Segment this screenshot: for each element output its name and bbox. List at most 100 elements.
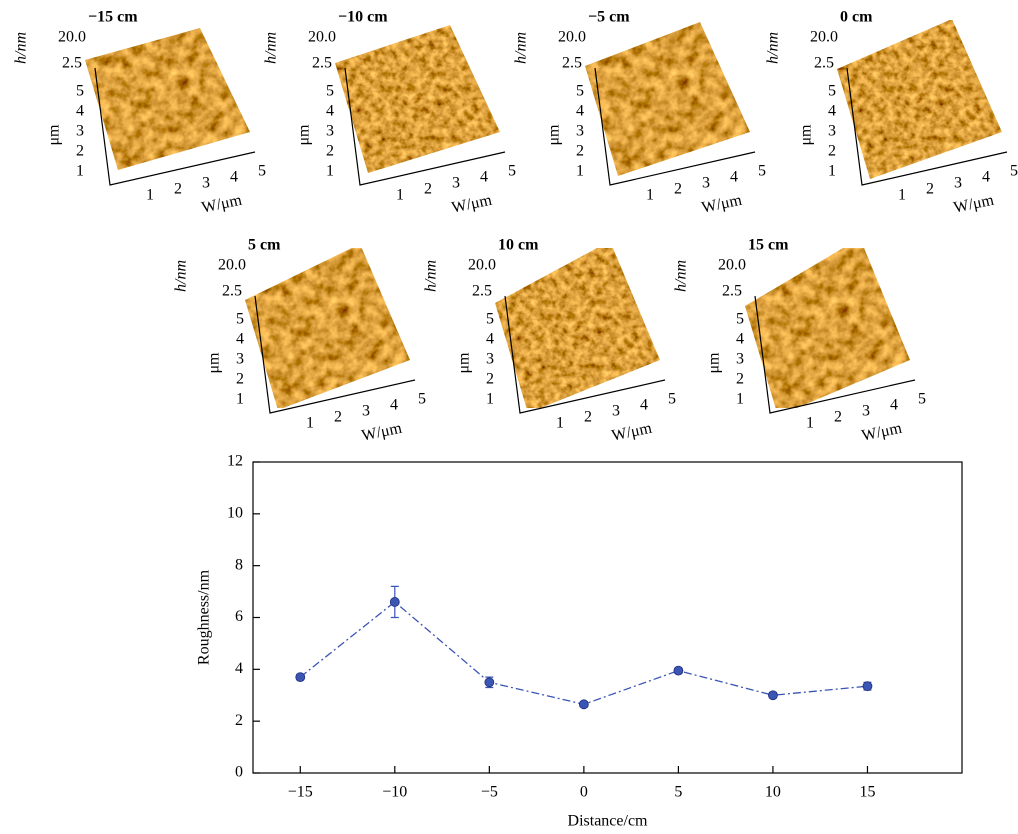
h-tick: 2.5 (562, 55, 582, 72)
y-tick: 1 (576, 163, 584, 180)
x-tick-label: 0 (580, 784, 588, 801)
x-label: W/μm (360, 420, 404, 445)
x-tick: 5 (758, 163, 766, 180)
y-tick: 5 (486, 311, 494, 328)
x-tick: 1 (898, 187, 906, 204)
x-label: W/μm (450, 192, 494, 217)
y-tick: 3 (828, 123, 836, 140)
h-label: h/nm (673, 260, 690, 292)
data-point (295, 672, 306, 683)
x-tick: 4 (890, 397, 898, 414)
x-tick-label: −15 (288, 784, 313, 801)
y-tick: 1 (828, 163, 836, 180)
y-tick: 5 (326, 83, 334, 100)
y-tick: 1 (326, 163, 334, 180)
y-label: μm (456, 352, 473, 374)
x-tick: 5 (1010, 163, 1018, 180)
x-tick: 5 (258, 163, 266, 180)
x-tick: 5 (508, 163, 516, 180)
y-tick-label: 0 (235, 764, 243, 781)
y-tick-label: 4 (235, 660, 243, 677)
afm-panel: −15 cm h/nm 20.0 2.5 μm 1 2 3 4 5 1 2 3 4 5 W/μm (13, 9, 266, 217)
y-tick: 1 (76, 163, 84, 180)
data-point (484, 677, 495, 688)
x-tick: 3 (612, 403, 620, 420)
data-point (578, 699, 589, 710)
x-tick: 3 (702, 175, 710, 192)
y-tick-label: 10 (227, 505, 243, 522)
x-tick-label: 15 (859, 784, 875, 801)
h-label: h/nm (513, 32, 530, 64)
h-label: h/nm (173, 260, 190, 292)
panel-label: −10 cm (338, 9, 388, 26)
x-tick: 1 (306, 415, 314, 432)
y-label: μm (546, 124, 563, 146)
afm-panel: 15 cm h/nm 20.0 2.5 μm 1 2 3 4 5 1 2 3 4 5 W/μm (673, 237, 926, 445)
h-label: h/nm (13, 32, 30, 64)
y-tick: 4 (828, 103, 836, 120)
x-tick: 3 (202, 175, 210, 192)
data-line (299, 601, 868, 705)
x-tick: 2 (174, 181, 182, 198)
y-tick: 4 (236, 331, 244, 348)
y-tick: 1 (236, 391, 244, 408)
x-label: W/μm (952, 192, 996, 217)
h-tick: 2.5 (472, 283, 492, 300)
y-tick-label: 6 (235, 608, 243, 625)
y-label: μm (46, 124, 63, 146)
afm-axis (344, 67, 506, 186)
x-tick: 1 (806, 415, 814, 432)
afm-axis (254, 295, 416, 414)
afm-axis (846, 67, 1008, 186)
x-tick-label: −10 (382, 784, 407, 801)
x-tick: 1 (146, 187, 154, 204)
y-tick: 5 (236, 311, 244, 328)
y-tick: 5 (76, 83, 84, 100)
y-tick: 4 (76, 103, 84, 120)
x-label: W/μm (610, 420, 654, 445)
y-tick: 5 (828, 83, 836, 100)
afm-panel: 0 cm h/nm 20.0 2.5 μm 1 2 3 4 5 1 2 3 4 5 W/μm (765, 9, 1018, 217)
y-tick: 2 (236, 371, 244, 388)
x-tick: 3 (862, 403, 870, 420)
x-tick: 2 (674, 181, 682, 198)
x-tick: 4 (230, 169, 238, 186)
h-tick: 20.0 (718, 257, 746, 274)
y-tick: 4 (486, 331, 494, 348)
h-tick: 20.0 (558, 29, 586, 46)
afm-panel: −5 cm h/nm 20.0 2.5 μm 1 2 3 4 5 1 2 3 4 5 W/μm (513, 9, 766, 217)
x-tick: 4 (982, 169, 990, 186)
y-axis-label: Roughness/nm (196, 569, 213, 665)
y-label: μm (706, 352, 723, 374)
y-tick: 3 (326, 123, 334, 140)
data-point (673, 665, 684, 676)
x-label: W/μm (200, 192, 244, 217)
x-tick: 1 (556, 415, 564, 432)
x-tick-label: 10 (765, 784, 781, 801)
y-tick: 1 (486, 391, 494, 408)
h-tick: 20.0 (308, 29, 336, 46)
y-tick: 2 (828, 143, 836, 160)
h-label: h/nm (263, 32, 280, 64)
x-tick: 4 (640, 397, 648, 414)
data-point (862, 681, 873, 692)
h-tick: 20.0 (810, 29, 838, 46)
h-tick: 2.5 (814, 55, 834, 72)
x-tick: 3 (362, 403, 370, 420)
y-tick: 1 (736, 391, 744, 408)
y-tick: 2 (76, 143, 84, 160)
panel-label: −5 cm (588, 9, 630, 26)
y-tick: 3 (236, 351, 244, 368)
y-tick: 4 (736, 331, 744, 348)
y-label: μm (798, 124, 815, 146)
x-label: W/μm (860, 420, 904, 445)
afm-axis (94, 67, 256, 186)
h-tick: 2.5 (62, 55, 82, 72)
afm-axis (594, 67, 756, 186)
x-tick: 1 (646, 187, 654, 204)
h-tick: 2.5 (312, 55, 332, 72)
data-point (768, 690, 778, 701)
x-tick: 2 (424, 181, 432, 198)
y-tick: 3 (736, 351, 744, 368)
